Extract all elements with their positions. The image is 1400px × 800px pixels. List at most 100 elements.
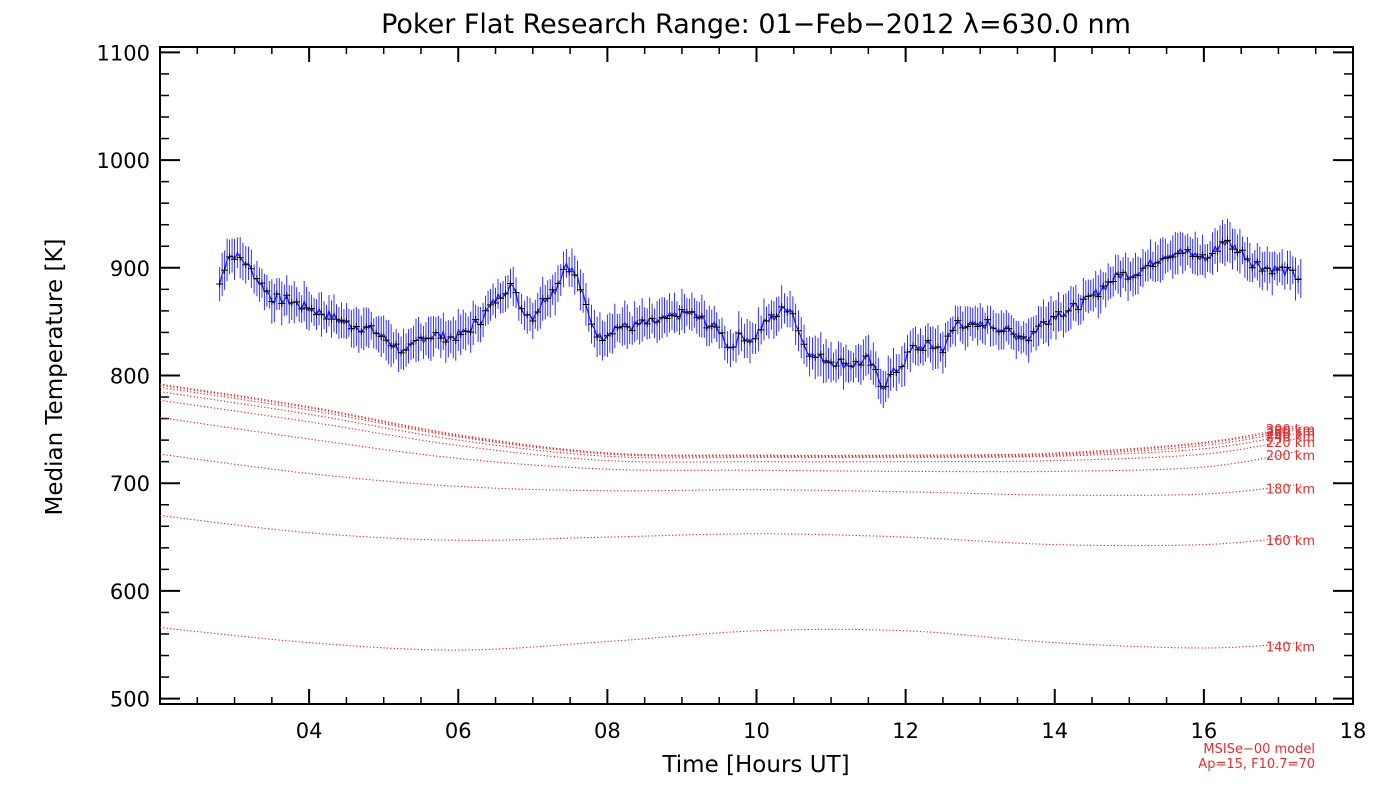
data-point: [964, 323, 972, 331]
data-point: [898, 363, 906, 371]
data-point: [362, 323, 370, 331]
data-point: [236, 254, 244, 262]
data-point: [1199, 251, 1207, 259]
data-point: [628, 327, 636, 335]
data-point: [506, 280, 514, 288]
data-point: [1194, 253, 1202, 261]
data-point: [1289, 266, 1297, 274]
data-point: [862, 352, 870, 360]
data-point: [822, 357, 830, 365]
data-point: [487, 301, 495, 309]
x-tick-label: 14: [1041, 719, 1068, 743]
data-point: [1243, 255, 1251, 263]
data-point: [903, 348, 911, 356]
data-point: [929, 344, 937, 352]
data-point: [501, 290, 509, 298]
data-point: [643, 320, 651, 328]
data-point: [1084, 292, 1092, 300]
model-label-300km: 300 km: [1266, 423, 1315, 438]
data-point: [1040, 318, 1048, 326]
data-point: [1204, 254, 1212, 262]
data-point: [273, 290, 281, 298]
data-point: [437, 334, 445, 342]
data-point: [1050, 312, 1058, 320]
data-point: [1233, 249, 1241, 257]
data-point: [1149, 262, 1157, 270]
data-point: [221, 266, 229, 274]
data-point: [608, 330, 616, 338]
data-point: [837, 355, 845, 363]
x-axis-label: Time [Hours UT]: [661, 752, 849, 778]
data-point: [347, 325, 355, 333]
data-point: [298, 305, 306, 313]
observed-error-bars: [219, 218, 1302, 409]
data-point: [603, 332, 611, 340]
data-point: [995, 328, 1003, 336]
model-label-160km: 160 km: [1266, 534, 1315, 549]
data-point: [984, 316, 992, 324]
data-point: [554, 280, 562, 288]
data-point: [1020, 333, 1028, 341]
data-point: [1030, 328, 1038, 336]
data-point: [308, 305, 316, 313]
data-point: [216, 280, 224, 288]
data-point: [688, 308, 696, 316]
data-point: [678, 306, 686, 314]
data-point: [1054, 308, 1062, 316]
data-point: [1268, 270, 1276, 278]
data-point: [1000, 327, 1008, 335]
x-tick-label: 06: [445, 719, 472, 743]
data-point: [638, 316, 646, 324]
data-point: [565, 268, 573, 276]
data-point: [909, 341, 917, 349]
model-label-280km: 280 km: [1266, 425, 1315, 440]
data-point: [288, 299, 296, 307]
data-point: [847, 362, 855, 370]
data-point: [1174, 250, 1182, 258]
plot-frame: [159, 46, 1354, 705]
model-note-line-2: Ap=15, F10.7=70: [1198, 757, 1315, 772]
model-label-220km: 220 km: [1266, 436, 1315, 451]
data-point: [944, 332, 952, 340]
data-point: [887, 371, 895, 379]
data-point: [258, 279, 266, 287]
data-point: [593, 333, 601, 341]
data-point: [693, 313, 701, 321]
data-point: [623, 323, 631, 331]
data-point: [467, 328, 475, 336]
model-line-140km: [159, 626, 1301, 651]
data-point: [1114, 270, 1122, 278]
model-line-200km: [159, 416, 1301, 473]
data-point: [342, 317, 350, 325]
data-point: [588, 320, 596, 328]
data-point: [989, 324, 997, 332]
data-point: [852, 357, 860, 365]
data-point: [767, 311, 775, 319]
data-point: [560, 265, 568, 273]
model-line-260km: [159, 386, 1301, 458]
data-point: [811, 353, 819, 361]
data-point: [842, 359, 850, 367]
data-point: [1099, 282, 1107, 290]
data-point: [1253, 258, 1261, 266]
data-point: [718, 329, 726, 337]
data-point: [939, 349, 947, 357]
data-point: [318, 310, 326, 318]
data-point: [735, 329, 743, 337]
data-point: [397, 349, 405, 357]
model-label-240km: 240 km: [1266, 431, 1315, 446]
data-point: [613, 324, 621, 332]
data-point: [497, 294, 505, 302]
data-point: [492, 299, 500, 307]
data-point: [231, 255, 239, 263]
data-point: [1129, 273, 1137, 281]
data-point: [1139, 264, 1147, 272]
data-point: [1079, 295, 1087, 303]
data-point: [1059, 312, 1067, 320]
data-point: [1159, 255, 1167, 263]
x-tick-label: 08: [594, 719, 621, 743]
data-point: [372, 329, 380, 337]
data-point: [806, 352, 814, 360]
data-point: [582, 301, 590, 309]
data-point: [1223, 236, 1231, 244]
